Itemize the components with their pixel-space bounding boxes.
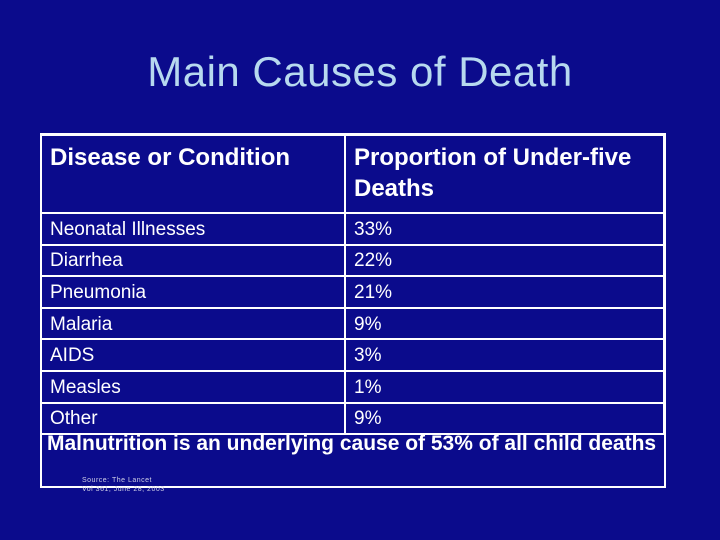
- cell-proportion: 9%: [344, 306, 665, 341]
- source-line-1: Source: The Lancet: [82, 477, 152, 484]
- table-row: Pneumonia 21%: [40, 275, 665, 309]
- cell-condition: Other: [40, 401, 346, 436]
- malnutrition-note: Malnutrition is an underlying cause of 5…: [47, 432, 657, 455]
- cell-proportion: 21%: [344, 275, 665, 309]
- cell-condition: Neonatal Illnesses: [40, 212, 346, 246]
- table-row: Other 9%: [40, 401, 665, 436]
- table-row: AIDS 3%: [40, 338, 665, 372]
- table-row: Diarrhea 22%: [40, 243, 665, 278]
- header-condition: Disease or Condition: [40, 134, 346, 214]
- table-row: Neonatal Illnesses 33%: [40, 212, 665, 246]
- causes-table: Disease or Condition Proportion of Under…: [40, 134, 665, 436]
- cell-condition: Measles: [40, 369, 346, 404]
- cell-proportion: 22%: [344, 243, 665, 278]
- cell-condition: Malaria: [40, 306, 346, 341]
- table-outer-frame: [40, 133, 666, 488]
- cell-condition: AIDS: [40, 338, 346, 372]
- cell-proportion: 33%: [344, 212, 665, 246]
- cell-condition: Pneumonia: [40, 275, 346, 309]
- cell-proportion: 9%: [344, 401, 665, 436]
- table-header-row: Disease or Condition Proportion of Under…: [40, 134, 665, 214]
- table-row: Measles 1%: [40, 369, 665, 404]
- slide-title: Main Causes of Death: [147, 48, 573, 95]
- source-citation: Source: The Lancet Vol 361, June 28, 200…: [82, 476, 165, 494]
- source-line-2: Vol 361, June 28, 2003: [82, 486, 165, 493]
- cell-proportion: 1%: [344, 369, 665, 404]
- header-proportion: Proportion of Under-five Deaths: [344, 134, 665, 214]
- cell-proportion: 3%: [344, 338, 665, 372]
- table-row: Malaria 9%: [40, 306, 665, 341]
- cell-condition: Diarrhea: [40, 243, 346, 278]
